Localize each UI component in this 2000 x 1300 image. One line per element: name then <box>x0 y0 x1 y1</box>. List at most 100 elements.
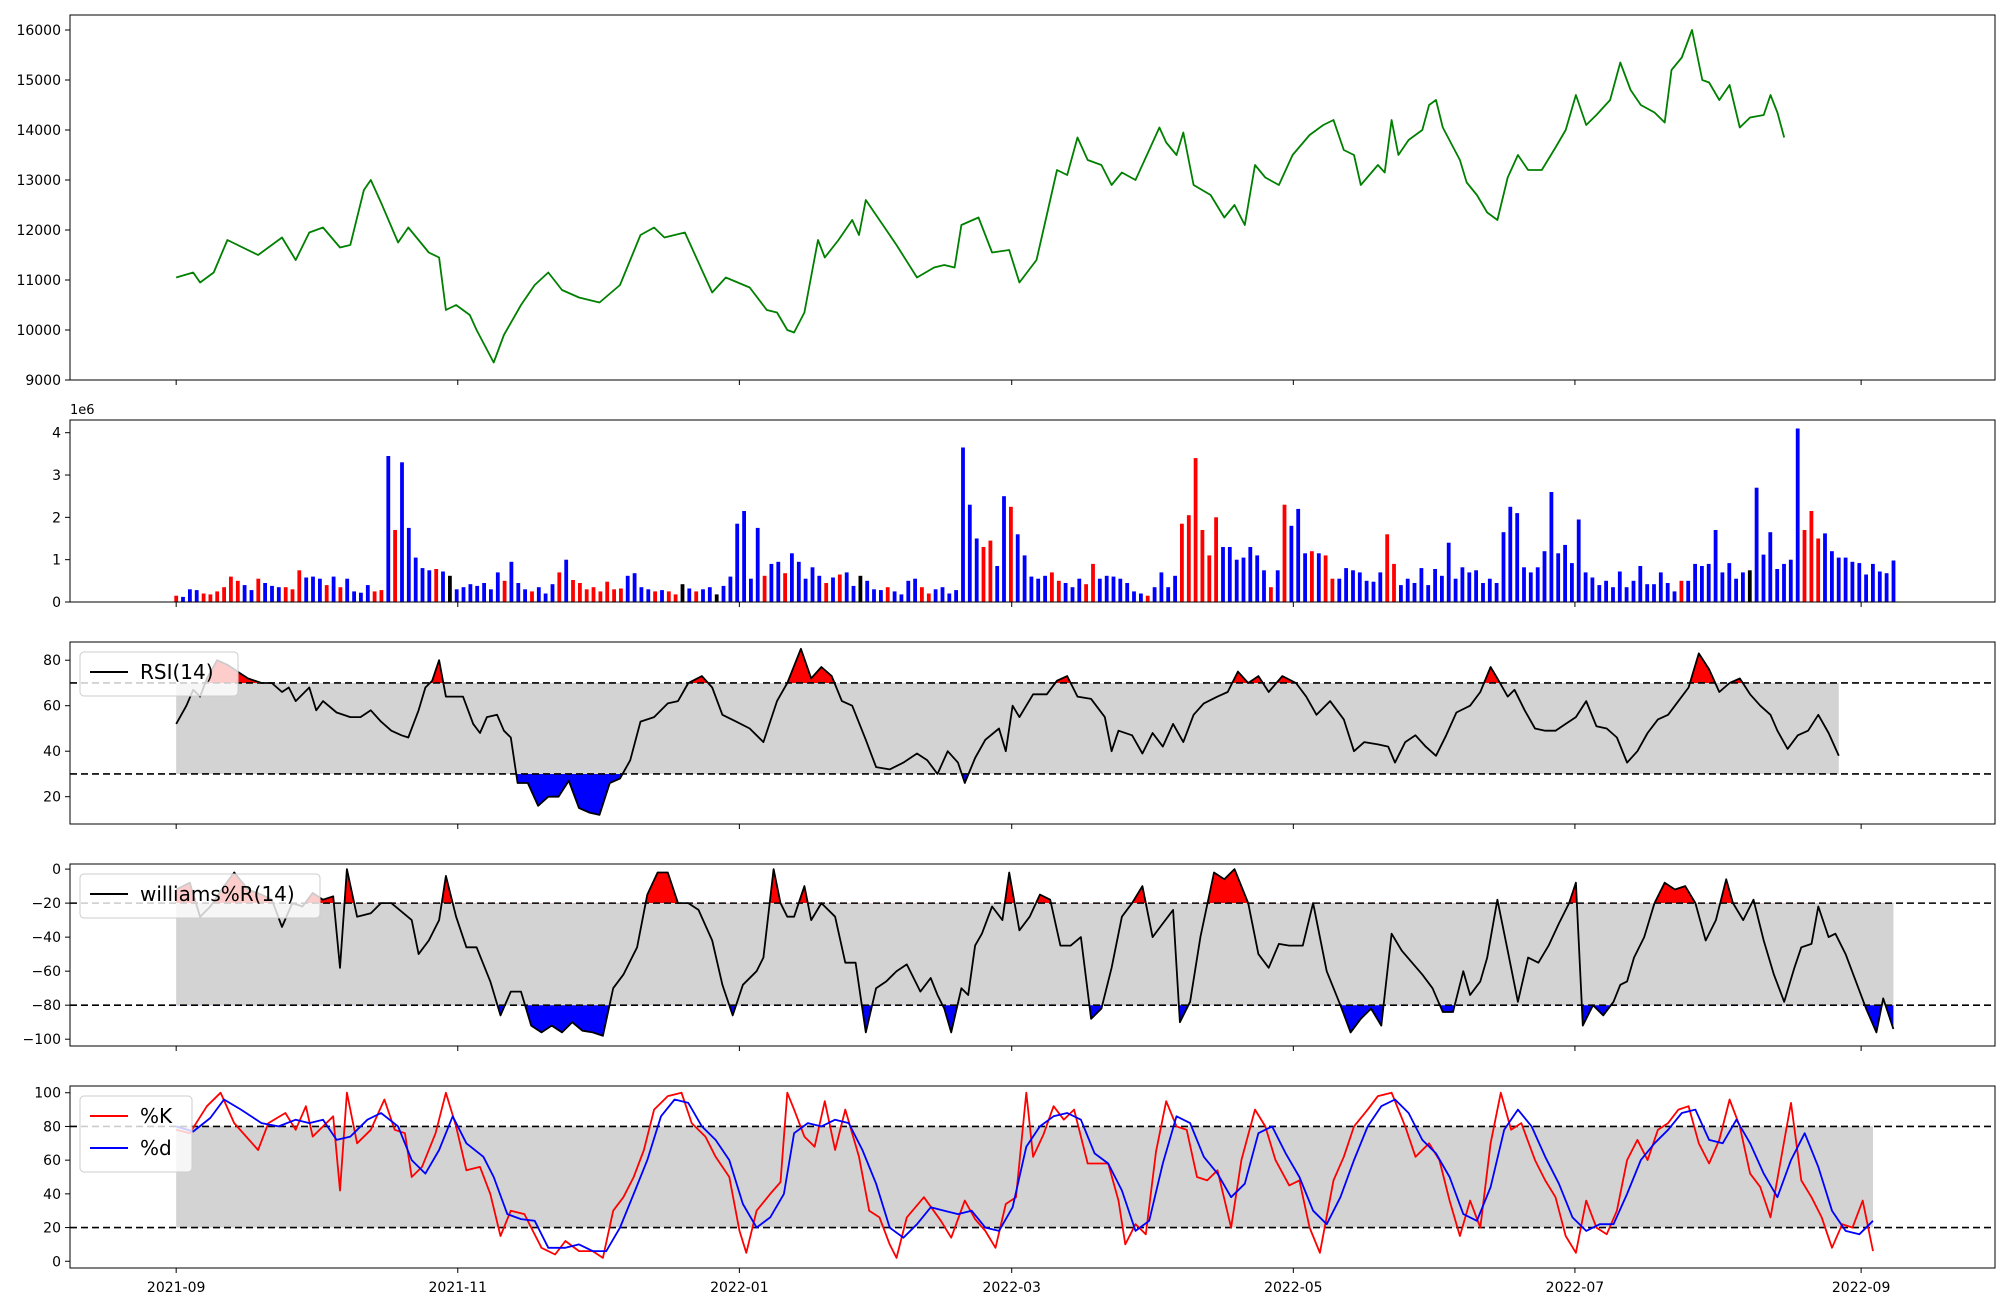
volume-bar <box>1645 584 1650 602</box>
rsi-panel: 20 40 60 80 RSI(14) <box>43 641 1996 829</box>
volume-bar <box>249 590 254 602</box>
volume-bar <box>331 576 336 602</box>
volume-bar <box>1604 580 1608 602</box>
volume-bar <box>571 580 575 602</box>
volume-bar <box>1850 561 1855 602</box>
volume-bar <box>482 583 486 602</box>
volume-bar <box>318 578 322 602</box>
volume-bar <box>1070 587 1075 602</box>
volume-bar <box>967 504 972 602</box>
volume-bar <box>1843 557 1848 602</box>
y-tick-label: −100 <box>23 1032 61 1048</box>
rsi-14--line <box>175 647 1840 816</box>
axes-frame <box>69 14 1996 381</box>
volume-bar <box>660 590 664 602</box>
y-tick-label: 80 <box>43 1119 61 1135</box>
volume-bar <box>762 575 767 602</box>
legend-label: %K <box>140 1104 173 1128</box>
oversold-fill <box>516 773 969 815</box>
volume-bar <box>1522 567 1526 602</box>
volume-bar <box>1145 595 1150 602</box>
volume-bar <box>1132 591 1136 602</box>
volume-bar <box>1310 551 1314 602</box>
volume-bar <box>988 540 993 602</box>
volume-bar <box>468 584 473 602</box>
volume-bar <box>229 576 233 602</box>
volume-bar <box>1255 555 1260 602</box>
y-tick-label: 0 <box>52 862 61 878</box>
y-tick-label: 60 <box>43 699 61 715</box>
volume-bar <box>933 589 938 602</box>
y-tick-label: 4 <box>52 426 61 442</box>
volume-bar <box>454 589 459 602</box>
volume-bar <box>181 596 185 602</box>
volume-bar <box>359 592 363 602</box>
volume-bar <box>961 447 965 602</box>
x-tick-label: 2022-03 <box>982 1280 1041 1296</box>
y-tick-label: 0 <box>52 1254 61 1270</box>
volume-bar <box>879 590 883 602</box>
volume-bar <box>1433 569 1437 602</box>
volume-bar <box>810 567 815 602</box>
volume-bar <box>1515 513 1520 602</box>
volume-bar <box>707 587 712 602</box>
volume-bar <box>1576 519 1581 602</box>
y-tick-label: −80 <box>31 998 61 1014</box>
volume-bar <box>365 585 370 602</box>
volume-bar <box>345 578 350 602</box>
volume-bar <box>612 589 616 602</box>
volume-bar <box>1221 547 1225 602</box>
volume-bar <box>1344 568 1348 602</box>
volume-offset-label: 1e6 <box>70 403 95 418</box>
volume-bar <box>1392 563 1396 602</box>
volume-bar <box>1227 547 1232 602</box>
volume-bar <box>1063 583 1068 602</box>
volume-bar <box>1446 542 1451 602</box>
volume-bar <box>639 587 644 602</box>
volume-bar <box>666 591 671 602</box>
volume-bar <box>1282 504 1287 602</box>
volume-bar <box>598 591 603 602</box>
volume-bar <box>270 585 274 602</box>
y-tick-label: 40 <box>43 1187 61 1203</box>
legend-label: %d <box>140 1136 172 1160</box>
volume-bar <box>235 580 240 602</box>
volume-bar <box>1159 572 1164 602</box>
volume-bar <box>1173 575 1177 602</box>
volume-bar <box>1747 570 1752 602</box>
volume-bar <box>1672 591 1677 602</box>
volume-bar <box>1706 563 1711 602</box>
volume-panel: 0 1 2 3 4 1e6 <box>52 403 1996 611</box>
volume-bar <box>769 563 774 602</box>
volume-bar <box>1275 570 1280 602</box>
volume-bar <box>1426 585 1431 602</box>
volume-bar <box>1549 492 1554 602</box>
legend-box <box>79 651 239 697</box>
stochastic-panel: 0 20 40 60 80 100 2021-09 2021-11 2022-01 2022-03… <box>34 1085 1996 1296</box>
price-line <box>175 29 1786 364</box>
volume-bar <box>844 572 849 602</box>
volume-bar <box>1775 569 1780 602</box>
volume-bar <box>694 591 699 602</box>
volume-bar <box>1700 566 1704 602</box>
volume-bar <box>619 588 623 602</box>
volume-bar <box>1111 576 1116 602</box>
volume-bar <box>1638 566 1643 602</box>
volume-bar <box>1877 571 1882 602</box>
volume-bar <box>1200 530 1205 602</box>
volume-bar <box>194 590 199 602</box>
volume-bar <box>1802 530 1807 602</box>
y-tick-label: 60 <box>43 1153 61 1169</box>
volume-bar <box>1652 584 1656 602</box>
legend-box <box>79 873 321 919</box>
volume-bar <box>1351 570 1355 602</box>
x-tick-label: 2022-07 <box>1546 1280 1605 1296</box>
volume-bar <box>1091 563 1095 602</box>
volume-bar <box>1658 572 1663 602</box>
volume-bar <box>858 575 863 602</box>
volume-bar <box>605 581 610 602</box>
volume-bar <box>913 578 917 602</box>
volume-bar <box>516 583 521 602</box>
y-tick-label: 20 <box>43 790 61 806</box>
